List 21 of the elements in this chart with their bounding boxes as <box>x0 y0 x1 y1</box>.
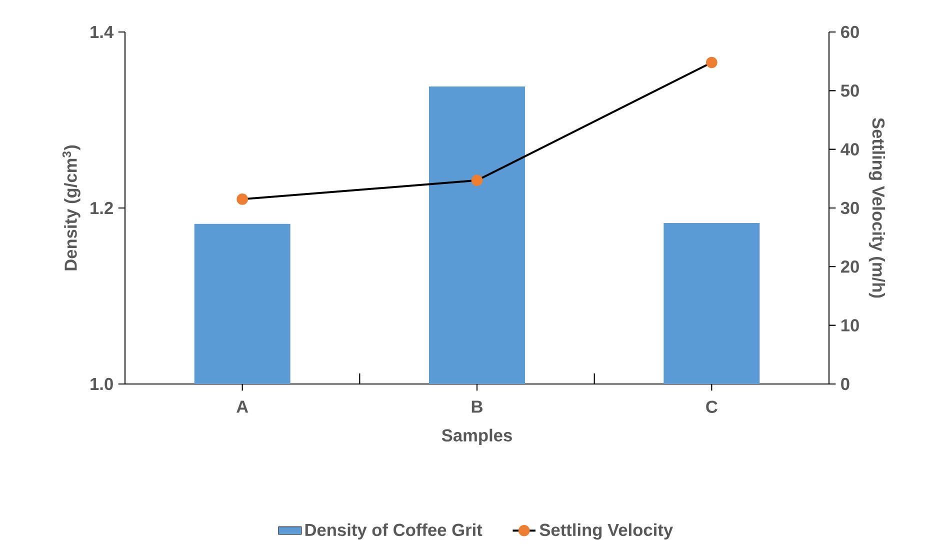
y2-tick-label: 0 <box>841 378 850 390</box>
legend-label: Settling Velocity <box>540 523 673 540</box>
point <box>706 56 718 68</box>
y2-tick-label: 50 <box>840 84 859 97</box>
x-tick-label: B <box>472 400 482 413</box>
y2-tick-label: 10 <box>841 319 859 332</box>
y2-axis-title: Settling Velocity (m/h) <box>868 118 886 298</box>
y2-tick-label: 40 <box>840 143 859 156</box>
y2-tick-label: 30 <box>840 202 859 214</box>
y-tick-label: 1.2 <box>90 202 113 214</box>
legend-label: Density of Coffee Grit <box>305 523 482 540</box>
point <box>471 174 483 186</box>
x-tick-label: A <box>236 400 248 413</box>
y2-tick-label: 60 <box>841 26 859 38</box>
y2-tick-label: 20 <box>840 260 859 273</box>
y-axis-title: Density (g/cm$^{3}$) <box>62 145 80 270</box>
x-axis-title: Samples <box>442 428 512 445</box>
y-tick-label: 1.4 <box>90 26 114 38</box>
y-tick-label: 1.0 <box>90 378 113 390</box>
point <box>236 194 248 205</box>
x-tick-label: C <box>706 400 718 413</box>
